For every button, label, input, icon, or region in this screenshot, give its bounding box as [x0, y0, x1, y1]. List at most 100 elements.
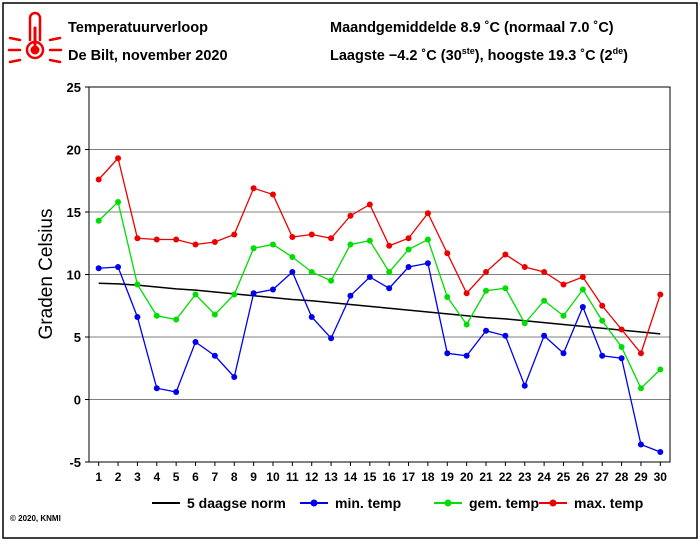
data-point-series-4	[211, 239, 218, 245]
x-tick-label: 18	[421, 470, 435, 484]
heat-ray-4	[48, 36, 62, 42]
thermometer-icon	[7, 11, 63, 64]
x-tick-label: 11	[286, 470, 299, 484]
x-tick-label: 1	[95, 470, 102, 484]
station-period: De Bilt, november 2020	[68, 48, 228, 64]
x-tick-label: 8	[231, 470, 238, 484]
data-point-series-3	[347, 241, 354, 248]
data-point-series-2	[134, 314, 141, 320]
legend-label: 5 daagse norm	[187, 495, 286, 511]
data-point-series-4	[289, 234, 296, 240]
x-tick-label: 28	[615, 470, 629, 484]
data-point-series-3	[579, 286, 586, 293]
data-point-series-3	[192, 291, 199, 298]
data-point-series-2	[521, 382, 528, 389]
data-point-series-4	[483, 269, 490, 275]
x-tick-label: 13	[324, 470, 338, 484]
data-point-series-3	[424, 236, 431, 243]
data-point-series-4	[637, 350, 644, 357]
data-point-series-2	[328, 335, 335, 342]
x-tick-label: 26	[576, 470, 590, 484]
series-line-3	[98, 200, 661, 390]
data-point-series-2	[269, 286, 276, 293]
heat-ray-6	[48, 58, 62, 64]
y-tick-label: 10	[67, 268, 81, 283]
data-point-series-4	[386, 242, 393, 249]
data-point-series-4	[192, 241, 199, 248]
legend-label: gem. temp	[469, 495, 539, 511]
data-point-series-4	[347, 212, 354, 219]
data-point-series-3	[134, 281, 141, 288]
data-point-series-4	[657, 291, 664, 298]
x-tick-label: 6	[192, 470, 199, 484]
copyright: © 2020, KNMI	[10, 514, 61, 523]
data-point-series-3	[95, 217, 102, 224]
series-line-4	[98, 156, 661, 355]
x-tick-label: 22	[499, 470, 513, 484]
data-point-series-3	[250, 245, 257, 252]
data-point-series-3	[366, 237, 373, 244]
data-point-series-3	[502, 285, 509, 292]
data-point-series-3	[483, 287, 490, 294]
x-tick-label: 21	[479, 470, 493, 484]
y-tick-label: 5	[74, 330, 81, 345]
x-tick-label: 10	[266, 470, 280, 484]
data-point-series-4	[502, 251, 509, 258]
data-point-series-2	[502, 332, 509, 339]
y-tick-label: 25	[67, 80, 81, 95]
data-point-series-3	[560, 312, 567, 319]
x-tick-label: 7	[212, 470, 219, 484]
data-point-series-4	[95, 176, 102, 183]
data-point-series-4	[521, 264, 528, 270]
data-point-series-2	[637, 441, 644, 448]
data-point-series-4	[579, 274, 586, 280]
data-point-series-3	[231, 291, 238, 298]
data-point-series-3	[173, 316, 180, 323]
data-point-series-4	[328, 235, 335, 242]
data-point-series-4	[463, 290, 470, 297]
data-point-series-4	[424, 210, 431, 217]
data-point-series-2	[308, 314, 315, 320]
y-tick-label: 15	[67, 205, 81, 220]
data-point-series-2	[424, 260, 431, 267]
data-point-series-4	[153, 236, 160, 243]
data-point-series-4	[115, 155, 122, 162]
data-point-series-4	[618, 326, 625, 333]
y-tick-label: 0	[74, 393, 81, 408]
data-point-series-3	[328, 277, 335, 284]
x-tick-label: 17	[402, 470, 416, 484]
data-point-series-2	[289, 269, 296, 275]
data-point-series-4	[308, 231, 315, 238]
data-point-series-4	[560, 281, 567, 288]
data-point-series-3	[405, 246, 412, 253]
x-tick-label: 3	[134, 470, 141, 484]
data-point-series-4	[269, 191, 276, 198]
data-point-series-2	[366, 274, 373, 280]
x-tick-label: 5	[173, 470, 180, 484]
grid	[89, 149, 670, 400]
data-point-series-3	[153, 312, 160, 319]
data-point-series-2	[463, 352, 470, 359]
data-point-series-2	[192, 339, 199, 345]
data-point-series-2	[386, 285, 393, 292]
data-point-series-3	[599, 317, 606, 324]
x-tick-label: 30	[654, 470, 668, 484]
x-tick-label: 12	[305, 470, 319, 484]
legend-swatch-marker	[444, 499, 452, 507]
x-axis: 1 2 3 4 5 6 7 8 9 10 11 12 13 14 15 16 17 18 19 20 21 22 23 24 2…	[95, 462, 667, 484]
data-point-series-2	[599, 352, 606, 359]
data-point-series-2	[579, 304, 586, 310]
legend-swatch-marker	[549, 499, 557, 507]
data-point-series-2	[250, 290, 257, 297]
series-line-2	[98, 262, 661, 453]
data-point-series-2	[115, 264, 122, 270]
x-tick-label: 27	[596, 470, 610, 484]
data-point-series-2	[173, 389, 180, 395]
data-point-series-2	[657, 449, 664, 455]
data-point-series-3	[463, 321, 470, 328]
data-point-series-2	[95, 265, 102, 272]
data-point-series-4	[541, 269, 548, 275]
x-tick-label: 24	[537, 470, 551, 484]
thermometer-fill	[30, 45, 40, 55]
data-point-series-4	[173, 236, 180, 243]
